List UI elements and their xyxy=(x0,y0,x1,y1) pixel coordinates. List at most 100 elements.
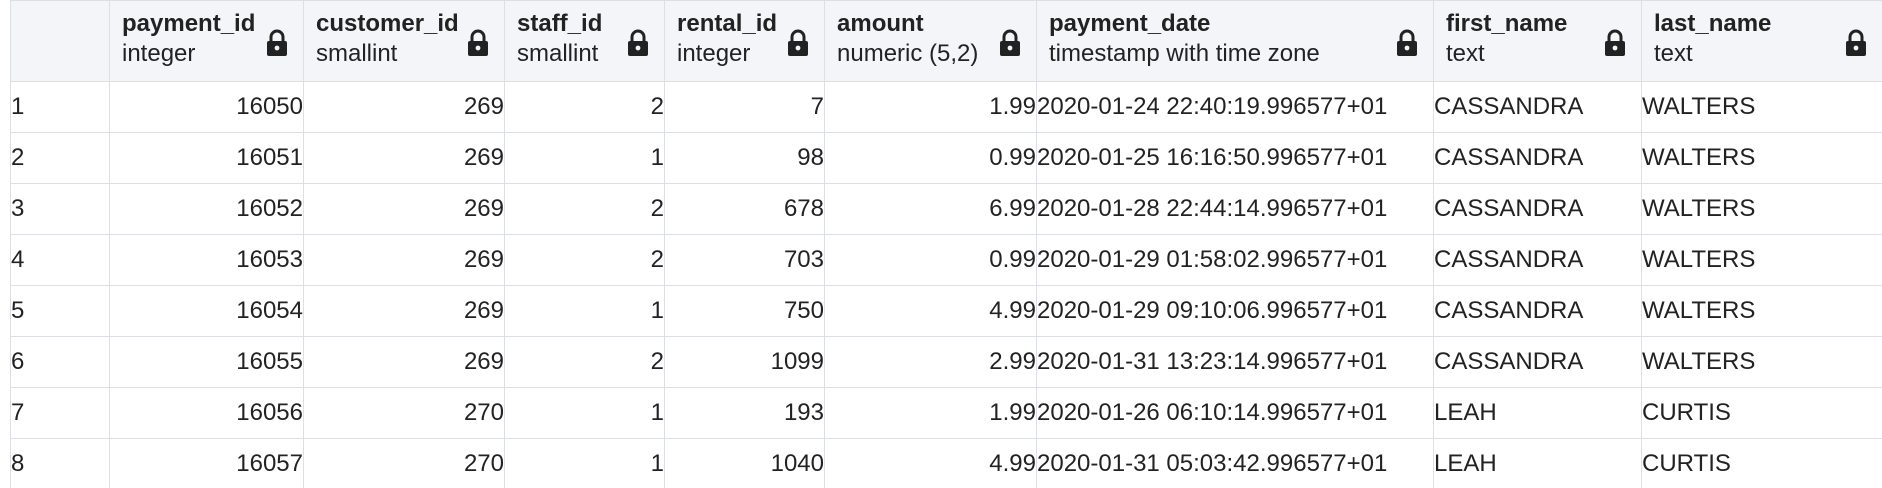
cell-payment_date[interactable]: 2020-01-24 22:40:19.996577+01 xyxy=(1036,81,1434,133)
column-name: amount xyxy=(837,10,924,37)
column-header-rental_id[interactable]: rental_id integer xyxy=(664,0,825,82)
cell-last_name[interactable]: WALTERS xyxy=(1641,183,1882,235)
cell-amount[interactable]: 1.99 xyxy=(824,387,1037,439)
lock-icon xyxy=(1000,29,1020,56)
cell-customer_id[interactable]: 269 xyxy=(303,132,505,184)
cell-payment_date[interactable]: 2020-01-25 16:16:50.996577+01 xyxy=(1036,132,1434,184)
cell-staff_id[interactable]: 1 xyxy=(504,387,665,439)
cell-payment_id[interactable]: 16056 xyxy=(109,387,304,439)
column-header-staff_id[interactable]: staff_id smallint xyxy=(504,0,665,82)
cell-last_name[interactable]: CURTIS xyxy=(1641,387,1882,439)
table-row[interactable]: 7 16056 270 1 193 1.99 2020-01-26 06:10:… xyxy=(10,387,1882,439)
cell-payment_date[interactable]: 2020-01-29 09:10:06.996577+01 xyxy=(1036,285,1434,337)
cell-staff_id[interactable]: 2 xyxy=(504,336,665,388)
cell-rental_id[interactable]: 750 xyxy=(664,285,825,337)
cell-payment_id[interactable]: 16055 xyxy=(109,336,304,388)
cell-amount[interactable]: 0.99 xyxy=(824,132,1037,184)
cell-payment_date[interactable]: 2020-01-28 22:44:14.996577+01 xyxy=(1036,183,1434,235)
cell-amount[interactable]: 6.99 xyxy=(824,183,1037,235)
cell-customer_id[interactable]: 269 xyxy=(303,81,505,133)
cell-payment_id[interactable]: 16057 xyxy=(109,438,304,488)
header-row: payment_id integer customer_id smallint … xyxy=(10,0,1882,82)
cell-first_name[interactable]: LEAH xyxy=(1433,438,1642,488)
row-number[interactable]: 6 xyxy=(10,336,110,388)
cell-customer_id[interactable]: 269 xyxy=(303,183,505,235)
column-type: text xyxy=(1446,40,1485,67)
cell-payment_date[interactable]: 2020-01-29 01:58:02.996577+01 xyxy=(1036,234,1434,286)
table-row[interactable]: 2 16051 269 1 98 0.99 2020-01-25 16:16:5… xyxy=(10,132,1882,184)
lock-icon xyxy=(468,29,488,56)
cell-rental_id[interactable]: 678 xyxy=(664,183,825,235)
cell-first_name[interactable]: LEAH xyxy=(1433,387,1642,439)
column-type: text xyxy=(1654,40,1693,67)
cell-last_name[interactable]: WALTERS xyxy=(1641,285,1882,337)
cell-first_name[interactable]: CASSANDRA xyxy=(1433,336,1642,388)
cell-last_name[interactable]: WALTERS xyxy=(1641,336,1882,388)
column-type: smallint xyxy=(316,40,398,67)
cell-rental_id[interactable]: 703 xyxy=(664,234,825,286)
cell-staff_id[interactable]: 1 xyxy=(504,285,665,337)
cell-payment_id[interactable]: 16053 xyxy=(109,234,304,286)
cell-last_name[interactable]: WALTERS xyxy=(1641,81,1882,133)
cell-customer_id[interactable]: 269 xyxy=(303,336,505,388)
cell-payment_date[interactable]: 2020-01-26 06:10:14.996577+01 xyxy=(1036,387,1434,439)
row-number[interactable]: 2 xyxy=(10,132,110,184)
cell-first_name[interactable]: CASSANDRA xyxy=(1433,285,1642,337)
column-type: integer xyxy=(122,40,196,67)
cell-payment_id[interactable]: 16054 xyxy=(109,285,304,337)
row-number-header[interactable] xyxy=(10,0,110,82)
column-header-payment_date[interactable]: payment_date timestamp with time zone xyxy=(1036,0,1434,82)
cell-payment_id[interactable]: 16050 xyxy=(109,81,304,133)
cell-amount[interactable]: 1.99 xyxy=(824,81,1037,133)
row-number[interactable]: 5 xyxy=(10,285,110,337)
cell-amount[interactable]: 4.99 xyxy=(824,285,1037,337)
table-row[interactable]: 1 16050 269 2 7 1.99 2020-01-24 22:40:19… xyxy=(10,81,1882,133)
row-number[interactable]: 7 xyxy=(10,387,110,439)
cell-rental_id[interactable]: 98 xyxy=(664,132,825,184)
table-row[interactable]: 5 16054 269 1 750 4.99 2020-01-29 09:10:… xyxy=(10,285,1882,337)
cell-payment_id[interactable]: 16052 xyxy=(109,183,304,235)
cell-first_name[interactable]: CASSANDRA xyxy=(1433,234,1642,286)
row-number[interactable]: 1 xyxy=(10,81,110,133)
cell-staff_id[interactable]: 2 xyxy=(504,234,665,286)
cell-payment_date[interactable]: 2020-01-31 13:23:14.996577+01 xyxy=(1036,336,1434,388)
cell-last_name[interactable]: WALTERS xyxy=(1641,132,1882,184)
cell-customer_id[interactable]: 269 xyxy=(303,234,505,286)
cell-rental_id[interactable]: 1040 xyxy=(664,438,825,488)
column-header-last_name[interactable]: last_name text xyxy=(1641,0,1882,82)
column-header-amount[interactable]: amount numeric (5,2) xyxy=(824,0,1037,82)
cell-first_name[interactable]: CASSANDRA xyxy=(1433,81,1642,133)
cell-first_name[interactable]: CASSANDRA xyxy=(1433,183,1642,235)
row-number[interactable]: 4 xyxy=(10,234,110,286)
column-name: rental_id xyxy=(677,10,778,37)
cell-amount[interactable]: 4.99 xyxy=(824,438,1037,488)
table-row[interactable]: 4 16053 269 2 703 0.99 2020-01-29 01:58:… xyxy=(10,234,1882,286)
cell-staff_id[interactable]: 2 xyxy=(504,183,665,235)
cell-customer_id[interactable]: 270 xyxy=(303,387,505,439)
column-header-payment_id[interactable]: payment_id integer xyxy=(109,0,304,82)
column-header-first_name[interactable]: first_name text xyxy=(1433,0,1642,82)
table-row[interactable]: 6 16055 269 2 1099 2.99 2020-01-31 13:23… xyxy=(10,336,1882,388)
cell-last_name[interactable]: WALTERS xyxy=(1641,234,1882,286)
cell-staff_id[interactable]: 2 xyxy=(504,81,665,133)
cell-amount[interactable]: 0.99 xyxy=(824,234,1037,286)
row-number[interactable]: 3 xyxy=(10,183,110,235)
cell-first_name[interactable]: CASSANDRA xyxy=(1433,132,1642,184)
cell-customer_id[interactable]: 270 xyxy=(303,438,505,488)
cell-rental_id[interactable]: 7 xyxy=(664,81,825,133)
row-number[interactable]: 8 xyxy=(10,438,110,488)
cell-rental_id[interactable]: 1099 xyxy=(664,336,825,388)
column-name: staff_id xyxy=(517,10,603,37)
lock-icon xyxy=(1605,29,1625,56)
cell-last_name[interactable]: CURTIS xyxy=(1641,438,1882,488)
cell-rental_id[interactable]: 193 xyxy=(664,387,825,439)
cell-amount[interactable]: 2.99 xyxy=(824,336,1037,388)
cell-customer_id[interactable]: 269 xyxy=(303,285,505,337)
column-header-customer_id[interactable]: customer_id smallint xyxy=(303,0,505,82)
table-row[interactable]: 8 16057 270 1 1040 4.99 2020-01-31 05:03… xyxy=(10,438,1882,488)
cell-staff_id[interactable]: 1 xyxy=(504,132,665,184)
table-row[interactable]: 3 16052 269 2 678 6.99 2020-01-28 22:44:… xyxy=(10,183,1882,235)
cell-staff_id[interactable]: 1 xyxy=(504,438,665,488)
cell-payment_id[interactable]: 16051 xyxy=(109,132,304,184)
cell-payment_date[interactable]: 2020-01-31 05:03:42.996577+01 xyxy=(1036,438,1434,488)
